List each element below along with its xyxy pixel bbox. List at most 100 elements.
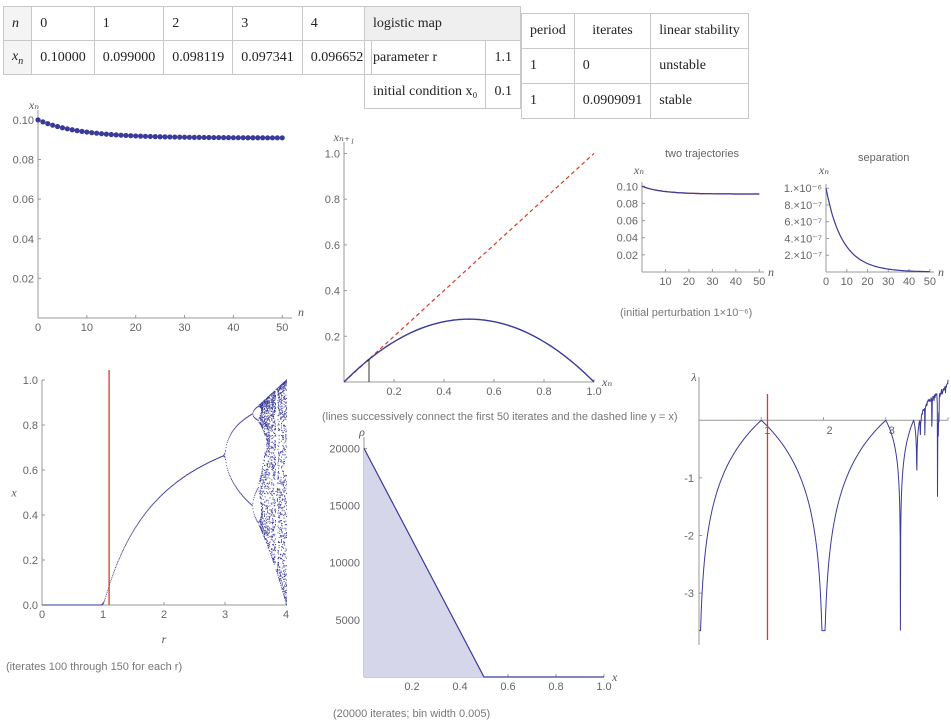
x-tick-label: 1.0 <box>596 681 611 693</box>
col-header: 1 <box>93 6 165 41</box>
xn-label: xn <box>2 40 33 75</box>
data-point <box>118 132 124 138</box>
x-tick-label: 0.4 <box>452 681 467 693</box>
x-tick-label: 40 <box>903 276 915 288</box>
fixed-points-header-row: period iterates linear stability <box>521 13 749 49</box>
data-point <box>79 128 85 134</box>
x-tick-label: 20 <box>683 276 695 288</box>
two-trajectories-plot: 10 20 30 40 50 0.02 0.04 0.06 0.08 0.10 xₙ n <box>617 163 774 288</box>
col-header: period <box>521 13 575 49</box>
fixed-points-table: period iterates linear stability 1 0 uns… <box>521 13 749 119</box>
data-point <box>230 135 236 141</box>
lyapunov-curve <box>699 379 949 632</box>
map-curve <box>343 318 595 383</box>
y-tick-label: 15000 <box>329 501 360 513</box>
iterates-value-row: xn 0.10000 0.099000 0.098119 0.097341 0.… <box>2 40 373 75</box>
y-tick-label: 0.04 <box>617 233 638 245</box>
data-point <box>142 133 149 139</box>
iterates-table: n 0 1 2 3 4 xn 0.10000 0.099000 0.098119… <box>2 6 373 75</box>
parameter-value: 1.1 <box>485 40 521 75</box>
table-cell: 0.0909091 <box>573 83 652 119</box>
data-point <box>152 134 158 140</box>
y-tick-label: -2 <box>684 530 694 542</box>
cobweb-caption: (lines successively connect the first 50… <box>322 411 678 423</box>
data-point <box>260 135 266 141</box>
table-row: 1 0.0909091 stable <box>521 83 749 119</box>
data-point <box>181 134 188 140</box>
y-axis-label: xₙ <box>28 100 39 112</box>
table-cell: 0 <box>573 48 652 84</box>
col-header: 0 <box>31 6 95 41</box>
x-tick-label: 20 <box>130 322 142 334</box>
x-tick-label: 0.8 <box>536 386 551 398</box>
data-point <box>206 134 212 141</box>
y-tick-label: 10000 <box>329 558 360 570</box>
data-point <box>201 134 207 141</box>
data-point <box>211 134 217 141</box>
table-cell: 1 <box>521 83 575 119</box>
data-point <box>35 117 41 123</box>
data-point <box>157 134 163 140</box>
y-tick-label: 0.10 <box>617 181 638 193</box>
table-cell: 1 <box>521 48 575 84</box>
x-symbol: x <box>12 48 19 64</box>
x-tick-label: 10 <box>841 276 853 288</box>
y-tick-label: 0.10 <box>13 115 34 127</box>
y-tick-label: 0.8 <box>325 194 340 206</box>
data-point <box>123 132 129 139</box>
y-axis-label: xₙ₊₁ <box>333 130 355 144</box>
col-header: linear stability <box>650 13 749 49</box>
data-point <box>235 135 241 141</box>
y-tick-label: 0.2 <box>23 555 38 567</box>
separation-plot: 0 10 20 30 40 50 2.×10⁻⁷ 4.×10⁻⁷ 6.×10⁻⁷ 8.×10⁻⁷ 1… <box>784 163 944 288</box>
data-point <box>137 133 144 139</box>
y-axis-label: xₙ <box>818 163 829 177</box>
data-point <box>103 131 109 137</box>
n-subscript: n <box>18 55 24 67</box>
data-point <box>94 130 100 136</box>
bifurcation-caption: (iterates 100 through 150 for each r) <box>6 661 183 673</box>
data-point <box>98 131 105 137</box>
data-point <box>54 123 61 130</box>
x-tick-label: 10 <box>659 276 671 288</box>
parameter-value: 0.1 <box>485 74 521 109</box>
y-axis-label: x <box>10 486 17 500</box>
data-point <box>177 134 183 140</box>
x-tick-label: 0.6 <box>500 681 515 693</box>
x-tick-label: 0.2 <box>404 681 419 693</box>
table-cell: 0.099000 <box>93 40 165 75</box>
data-point <box>216 134 222 141</box>
n-label: n <box>2 6 33 41</box>
perturbation-caption: (initial perturbation 1×10⁻⁶) <box>620 307 753 319</box>
data-point <box>108 131 114 138</box>
x-axis-label: xₙ <box>601 375 612 389</box>
data-point <box>64 126 70 132</box>
density-histogram-plot: 0.2 0.4 0.6 0.8 1.0 5000 10000 15000 20000 ρ x <box>329 425 618 693</box>
y-tick-label: 0.8 <box>23 420 38 432</box>
y-tick-label: 0.0 <box>23 600 38 612</box>
x-tick-label: 0.6 <box>486 386 501 398</box>
col-header: 2 <box>163 6 234 41</box>
two-trajectories-title: two trajectories <box>665 148 739 160</box>
cobweb-path <box>366 358 370 382</box>
density-fill <box>364 448 604 677</box>
data-point <box>264 135 271 141</box>
y-tick-label: 0.02 <box>13 273 34 285</box>
x-tick-label: 30 <box>706 276 718 288</box>
y-tick-label: 0.08 <box>13 155 34 167</box>
x-tick-label: 2 <box>826 425 832 437</box>
y-tick-label: 0.04 <box>13 234 34 246</box>
data-point <box>225 135 232 141</box>
x-axis-label: r <box>162 632 167 646</box>
x-tick-label: 50 <box>276 322 288 334</box>
x-tick-label: 0 <box>39 609 45 621</box>
y-tick-label: -3 <box>684 588 694 600</box>
data-point <box>186 134 193 140</box>
x-tick-label: 0.4 <box>436 386 451 398</box>
data-point <box>50 122 56 128</box>
y-tick-label: 2.×10⁻⁷ <box>784 250 822 262</box>
x-tick-label: 0.2 <box>386 386 401 398</box>
trajectory-line-2 <box>641 185 760 195</box>
x-tick-label: 30 <box>178 322 190 334</box>
